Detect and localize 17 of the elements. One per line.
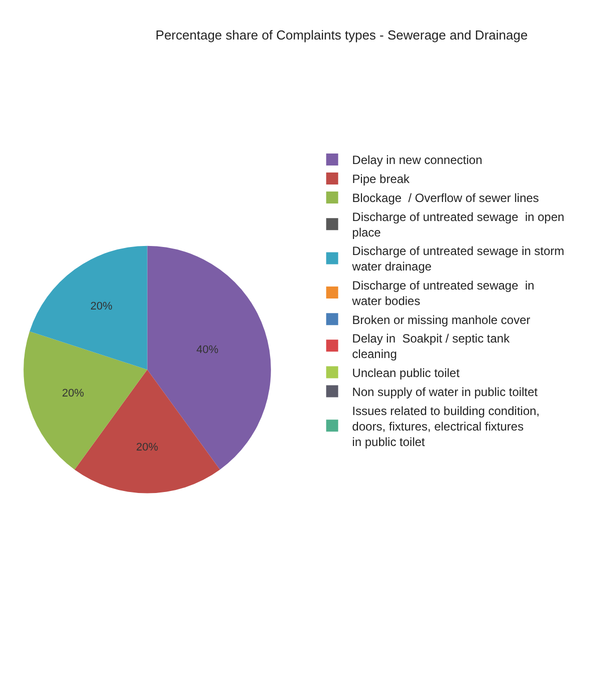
chart-title: Percentage share of Complaints types - Sewerage and Drainage	[156, 28, 528, 43]
legend-label: Blockage / Overflow of sewer lines	[352, 191, 539, 206]
data-label: 20%	[62, 388, 84, 400]
legend-label: Non supply of water in public toiltet	[352, 384, 538, 399]
legend-label: Pipe break	[352, 172, 411, 186]
data-label: 20%	[90, 300, 113, 313]
legend-label: Discharge of untreated sewage in open place	[352, 210, 564, 240]
legend-label: Issues related to building condition, doors, fixtures, electrical fixtures in public toilet	[352, 404, 540, 449]
legend-label: Discharge of untreated sewage in storm water drainage	[351, 244, 564, 274]
legend-label: Discharge of untreated sewage in water bodies	[351, 278, 534, 308]
pie-slice	[30, 246, 148, 370]
legend-label: Broken or missing manhole cover	[352, 312, 530, 327]
legend-label: Delay in Soakpit / septic tank cleaning	[352, 332, 511, 362]
legend-label: Unclean public toilet	[352, 366, 460, 380]
legend-label: Delay in new connection	[352, 153, 482, 168]
data-label: 40%	[196, 344, 219, 356]
data-label: 20%	[136, 441, 158, 454]
